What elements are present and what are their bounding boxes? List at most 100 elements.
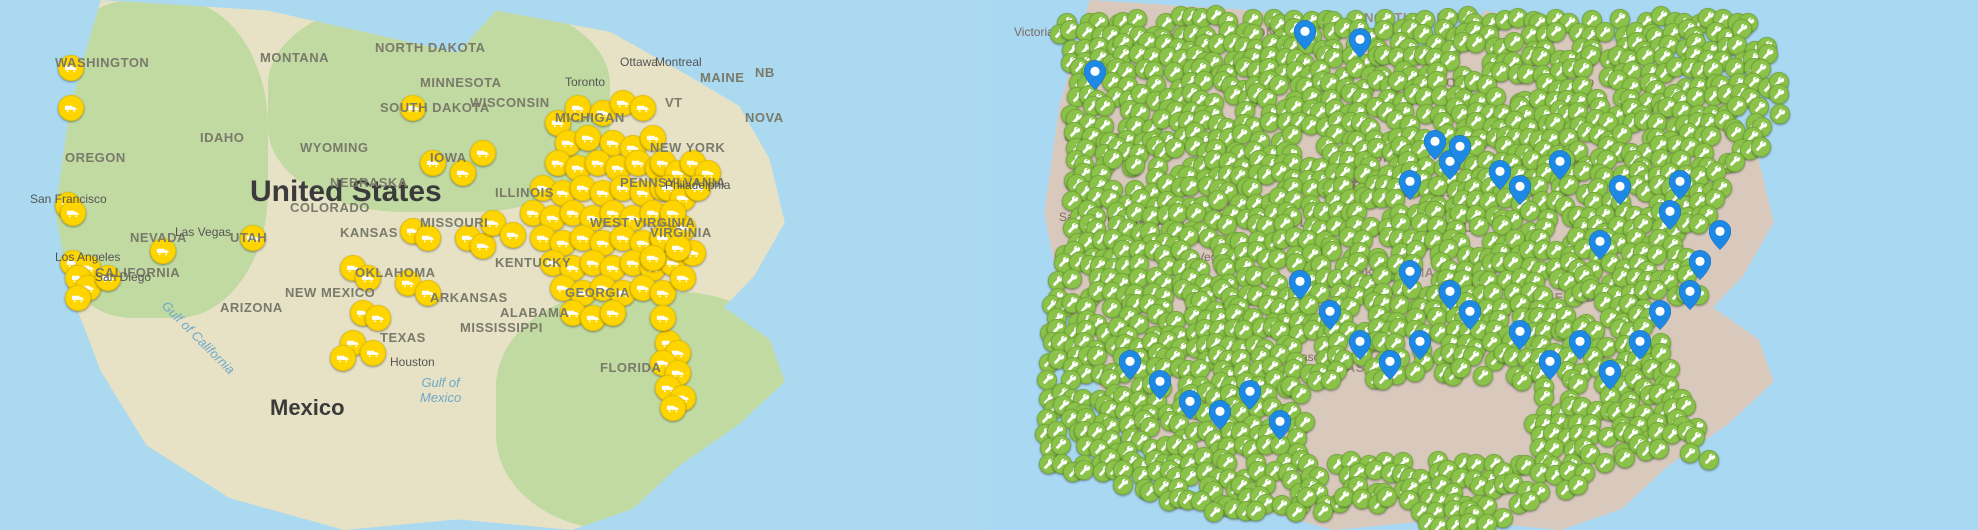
wrench-marker[interactable] <box>1377 487 1397 507</box>
truck-marker[interactable] <box>470 233 496 259</box>
wrench-marker[interactable] <box>1313 502 1333 522</box>
location-pin[interactable] <box>1149 370 1171 400</box>
truck-marker[interactable] <box>665 235 691 261</box>
wrench-marker[interactable] <box>1062 269 1082 289</box>
truck-marker[interactable] <box>685 175 711 201</box>
location-pin[interactable] <box>1179 390 1201 420</box>
location-pin[interactable] <box>1599 360 1621 390</box>
location-pin[interactable] <box>1379 350 1401 380</box>
location-pin[interactable] <box>1629 330 1651 360</box>
wrench-marker[interactable] <box>1647 280 1667 300</box>
location-pin[interactable] <box>1439 280 1461 310</box>
location-pin[interactable] <box>1649 300 1671 330</box>
wrench-marker[interactable] <box>1504 32 1524 52</box>
wrench-marker[interactable] <box>1321 370 1341 390</box>
truck-marker[interactable] <box>660 200 686 226</box>
location-pin[interactable] <box>1269 410 1291 440</box>
truck-marker[interactable] <box>650 305 676 331</box>
dual-map-comparison: United States Gulf of California Gulf of… <box>0 0 1978 530</box>
location-pin[interactable] <box>1119 350 1141 380</box>
truck-marker[interactable] <box>640 125 666 151</box>
location-pin[interactable] <box>1689 250 1711 280</box>
wrench-marker[interactable] <box>1680 443 1700 463</box>
location-pin[interactable] <box>1289 270 1311 300</box>
wrench-marker[interactable] <box>1520 491 1540 511</box>
wrench-marker[interactable] <box>1051 435 1071 455</box>
truck-marker[interactable] <box>60 200 86 226</box>
truck-marker[interactable] <box>640 245 666 271</box>
wrench-marker[interactable] <box>1595 22 1615 42</box>
truck-marker[interactable] <box>630 95 656 121</box>
truck-marker[interactable] <box>670 265 696 291</box>
truck-marker[interactable] <box>365 305 391 331</box>
location-pin[interactable] <box>1349 28 1371 58</box>
truck-marker[interactable] <box>360 340 386 366</box>
wrench-marker[interactable] <box>1125 155 1145 175</box>
location-pin[interactable] <box>1399 170 1421 200</box>
wrench-marker[interactable] <box>1186 203 1206 223</box>
wrench-marker[interactable] <box>1769 84 1789 104</box>
truck-marker[interactable] <box>500 222 526 248</box>
location-pin[interactable] <box>1459 300 1481 330</box>
wrench-marker[interactable] <box>1546 22 1566 42</box>
left-map-panel[interactable]: United States Gulf of California Gulf of… <box>0 0 989 530</box>
truck-marker[interactable] <box>600 300 626 326</box>
location-pin[interactable] <box>1709 220 1731 250</box>
wrench-marker[interactable] <box>1477 514 1497 530</box>
location-pin[interactable] <box>1319 300 1341 330</box>
truck-marker[interactable] <box>450 160 476 186</box>
truck-marker[interactable] <box>58 55 84 81</box>
wrench-marker[interactable] <box>1095 96 1115 116</box>
truck-marker[interactable] <box>355 265 381 291</box>
location-pin[interactable] <box>1509 320 1531 350</box>
wrench-marker[interactable] <box>1165 138 1185 158</box>
location-pin[interactable] <box>1084 60 1106 90</box>
wrench-marker[interactable] <box>1473 366 1493 386</box>
location-pin[interactable] <box>1659 200 1681 230</box>
wrench-marker[interactable] <box>1466 33 1486 53</box>
location-pin[interactable] <box>1509 175 1531 205</box>
truck-marker[interactable] <box>660 395 686 421</box>
truck-marker[interactable] <box>58 95 84 121</box>
wrench-marker[interactable] <box>1291 384 1311 404</box>
truck-marker[interactable] <box>415 225 441 251</box>
location-pin[interactable] <box>1609 175 1631 205</box>
location-pin[interactable] <box>1589 230 1611 260</box>
truck-marker[interactable] <box>415 280 441 306</box>
truck-marker[interactable] <box>400 95 426 121</box>
location-pin[interactable] <box>1209 400 1231 430</box>
truck-marker[interactable] <box>95 265 121 291</box>
location-pin[interactable] <box>1549 150 1571 180</box>
wrench-marker[interactable] <box>1405 362 1425 382</box>
wrench-marker[interactable] <box>1113 475 1133 495</box>
location-pin[interactable] <box>1399 260 1421 290</box>
truck-marker[interactable] <box>240 225 266 251</box>
wrench-marker[interactable] <box>1459 513 1479 530</box>
location-pin[interactable] <box>1539 350 1561 380</box>
truck-marker[interactable] <box>575 125 601 151</box>
wrench-marker[interactable] <box>1512 371 1532 391</box>
wrench-marker[interactable] <box>1725 152 1745 172</box>
location-pin[interactable] <box>1569 330 1591 360</box>
wrench-marker[interactable] <box>1334 487 1354 507</box>
truck-marker[interactable] <box>420 150 446 176</box>
location-pin[interactable] <box>1669 170 1691 200</box>
location-pin[interactable] <box>1679 280 1701 310</box>
wrench-marker[interactable] <box>1615 448 1635 468</box>
truck-marker[interactable] <box>330 345 356 371</box>
truck-marker[interactable] <box>65 285 91 311</box>
wrench-marker[interactable] <box>1770 104 1790 124</box>
truck-marker[interactable] <box>150 238 176 264</box>
location-pin[interactable] <box>1489 160 1511 190</box>
truck-marker[interactable] <box>470 140 496 166</box>
wrench-marker[interactable] <box>1751 137 1771 157</box>
truck-marker[interactable] <box>565 95 591 121</box>
location-pin[interactable] <box>1349 330 1371 360</box>
wrench-marker[interactable] <box>1531 47 1551 67</box>
location-pin[interactable] <box>1409 330 1431 360</box>
location-pin[interactable] <box>1294 20 1316 50</box>
wrench-marker[interactable] <box>1595 453 1615 473</box>
location-pin[interactable] <box>1239 380 1261 410</box>
location-pin[interactable] <box>1449 135 1471 165</box>
